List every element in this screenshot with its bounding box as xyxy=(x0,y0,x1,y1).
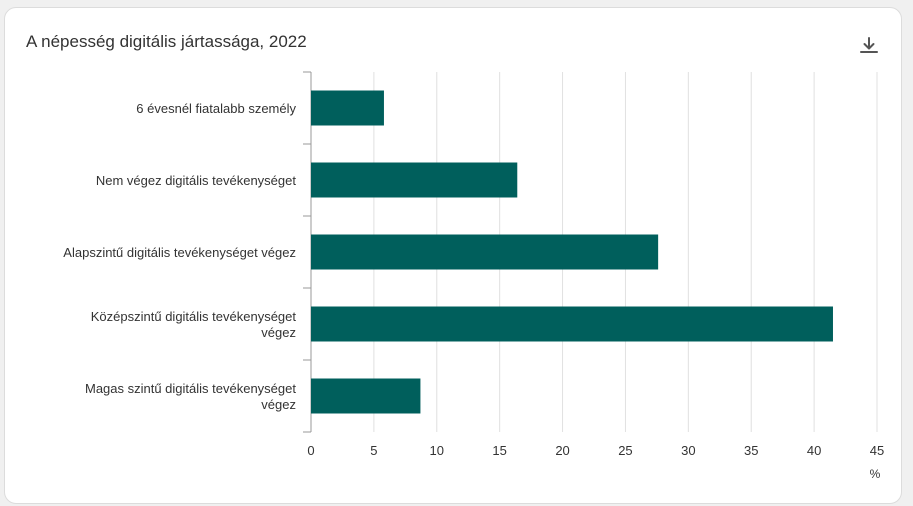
download-icon[interactable] xyxy=(857,34,881,58)
category-label: Nem végez digitális tevékenységet xyxy=(96,173,297,188)
x-tick-label: 35 xyxy=(744,443,758,458)
x-tick-label: 30 xyxy=(681,443,695,458)
x-tick-label: 40 xyxy=(807,443,821,458)
category-label: Magas szintű digitális tevékenységet xyxy=(85,381,296,396)
category-label: Alapszintű digitális tevékenységet végez xyxy=(63,245,296,260)
x-tick-label: 0 xyxy=(307,443,314,458)
category-label: 6 évesnél fiatalabb személy xyxy=(136,101,296,116)
bar xyxy=(311,378,421,414)
x-tick-label: 45 xyxy=(870,443,884,458)
x-tick-label: 25 xyxy=(618,443,632,458)
bar xyxy=(311,90,384,126)
bar xyxy=(311,234,659,270)
bar xyxy=(311,306,833,342)
x-axis-label: % xyxy=(870,467,881,481)
x-tick-label: 15 xyxy=(492,443,506,458)
category-label: végez xyxy=(261,325,296,340)
chart-title: A népesség digitális jártassága, 2022 xyxy=(26,32,307,51)
x-tick-label: 10 xyxy=(430,443,444,458)
category-label: Középszintű digitális tevékenységet xyxy=(91,309,297,324)
x-tick-label: 20 xyxy=(555,443,569,458)
x-tick-label: 5 xyxy=(370,443,377,458)
bar xyxy=(311,162,518,198)
category-label: végez xyxy=(261,397,296,412)
